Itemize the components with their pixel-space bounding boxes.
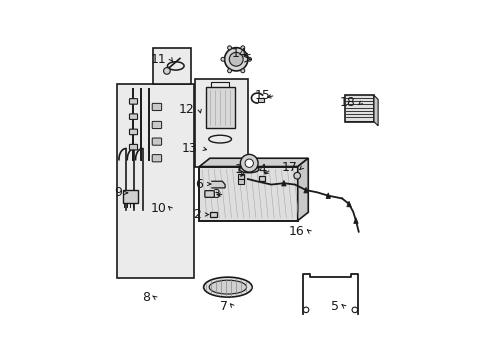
- Text: 8: 8: [142, 291, 150, 304]
- Bar: [205, 87, 234, 128]
- Text: 18: 18: [339, 96, 355, 109]
- Text: 1: 1: [234, 163, 242, 176]
- Ellipse shape: [239, 166, 259, 173]
- Text: 7: 7: [220, 300, 227, 313]
- Text: 16: 16: [288, 225, 304, 238]
- Polygon shape: [325, 193, 330, 198]
- FancyBboxPatch shape: [129, 114, 137, 120]
- Ellipse shape: [203, 277, 252, 297]
- Circle shape: [229, 52, 243, 66]
- Circle shape: [241, 69, 244, 73]
- Circle shape: [240, 154, 258, 172]
- Polygon shape: [297, 158, 307, 221]
- Circle shape: [221, 57, 224, 61]
- Bar: [122, 190, 138, 203]
- Bar: [199, 167, 297, 221]
- FancyBboxPatch shape: [152, 121, 162, 129]
- Text: 12: 12: [179, 103, 194, 116]
- Text: 17: 17: [281, 161, 297, 174]
- Circle shape: [244, 159, 253, 167]
- Text: 15: 15: [254, 89, 270, 102]
- Polygon shape: [211, 181, 224, 188]
- Text: 4: 4: [258, 163, 265, 176]
- Polygon shape: [281, 180, 285, 186]
- Circle shape: [227, 46, 231, 50]
- Text: 14: 14: [232, 47, 247, 60]
- FancyBboxPatch shape: [152, 155, 162, 162]
- Bar: [194, 79, 247, 167]
- Circle shape: [351, 307, 357, 312]
- Bar: [117, 84, 194, 278]
- FancyBboxPatch shape: [129, 129, 137, 135]
- Polygon shape: [353, 218, 357, 223]
- Bar: [238, 179, 244, 184]
- Polygon shape: [303, 187, 307, 193]
- Circle shape: [224, 48, 247, 71]
- Circle shape: [163, 68, 170, 74]
- Text: 9: 9: [115, 186, 122, 199]
- Text: 3: 3: [211, 188, 219, 201]
- Bar: [153, 48, 191, 84]
- Text: 13: 13: [181, 142, 197, 155]
- FancyBboxPatch shape: [129, 99, 137, 104]
- Bar: [259, 176, 264, 181]
- Text: 2: 2: [192, 208, 200, 221]
- Text: 5: 5: [331, 300, 339, 313]
- Ellipse shape: [209, 280, 246, 294]
- Text: 6: 6: [195, 177, 203, 190]
- Bar: [209, 212, 217, 217]
- Circle shape: [227, 69, 231, 73]
- Bar: [344, 95, 373, 122]
- FancyBboxPatch shape: [152, 103, 162, 111]
- Bar: [258, 98, 264, 102]
- Text: 10: 10: [150, 202, 166, 216]
- Circle shape: [293, 172, 300, 179]
- Text: 11: 11: [150, 53, 166, 66]
- Polygon shape: [346, 201, 350, 207]
- FancyBboxPatch shape: [204, 191, 214, 197]
- Polygon shape: [199, 158, 307, 167]
- Circle shape: [247, 57, 251, 61]
- Circle shape: [241, 46, 244, 50]
- Polygon shape: [373, 95, 377, 126]
- FancyBboxPatch shape: [152, 138, 162, 145]
- FancyBboxPatch shape: [129, 144, 137, 150]
- Bar: [238, 174, 244, 179]
- Circle shape: [303, 307, 308, 312]
